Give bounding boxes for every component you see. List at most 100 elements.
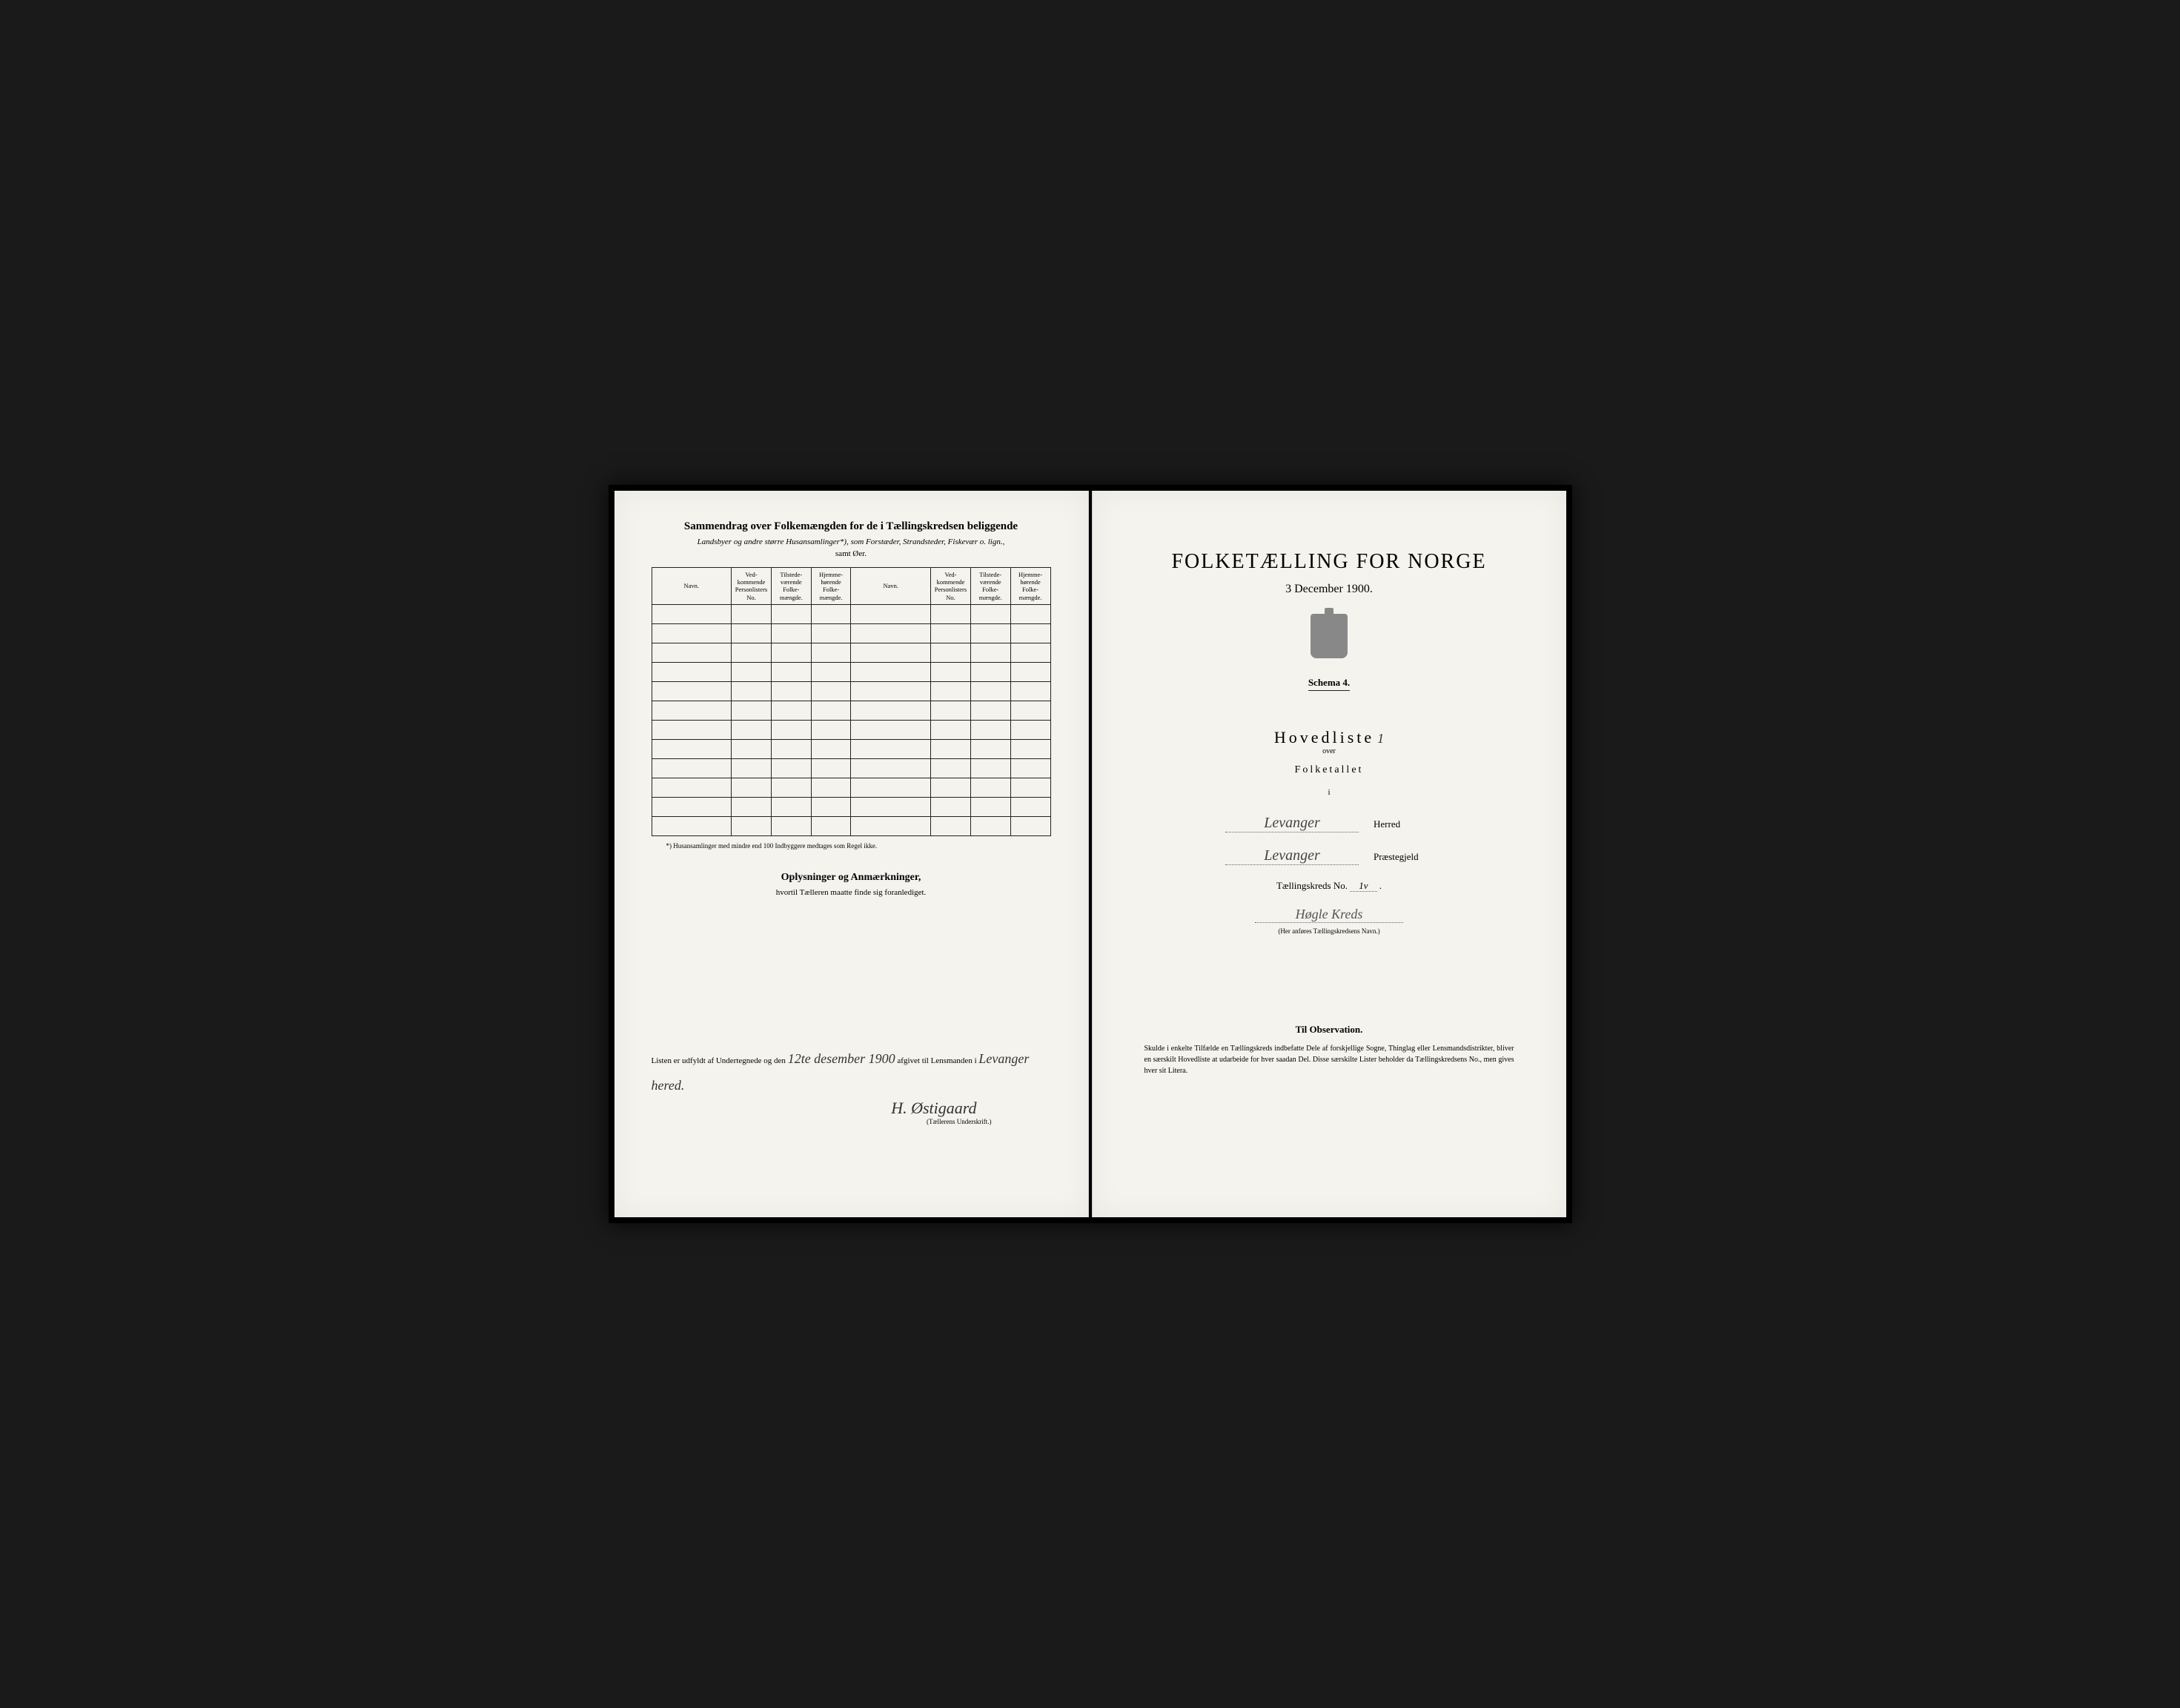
table-cell — [931, 758, 971, 778]
table-cell — [851, 643, 931, 662]
prestegjeld-label: Præstegjeld — [1374, 851, 1433, 863]
table-row — [652, 604, 1050, 623]
table-cell — [811, 681, 851, 701]
table-cell — [732, 604, 772, 623]
table-cell — [931, 778, 971, 797]
table-cell — [851, 720, 931, 739]
table-row — [652, 797, 1050, 816]
table-cell — [732, 623, 772, 643]
table-row — [652, 816, 1050, 835]
table-cell — [771, 623, 811, 643]
table-cell — [931, 623, 971, 643]
table-cell — [970, 662, 1010, 681]
left-title: Sammendrag over Folkemængden for de i Tæ… — [652, 520, 1051, 533]
sig-name: H. Østigaard — [891, 1099, 976, 1117]
table-cell — [811, 662, 851, 681]
table-cell — [771, 701, 811, 720]
prestegjeld-row: Levanger Præstegjeld — [1130, 847, 1529, 865]
col-hjemme-1: Hjemme-hørende Folke-mængde. — [811, 568, 851, 605]
col-personlister-1: Ved-kommende Personlisters No. — [732, 568, 772, 605]
table-cell — [1010, 681, 1050, 701]
table-cell — [970, 816, 1010, 835]
table-cell — [771, 681, 811, 701]
table-cell — [851, 662, 931, 681]
kreds-no: 1v — [1350, 880, 1376, 892]
herred-value: Levanger — [1225, 815, 1359, 833]
table-cell — [732, 778, 772, 797]
hovedliste: Hovedliste — [1274, 728, 1374, 747]
table-cell — [970, 701, 1010, 720]
table-cell — [851, 681, 931, 701]
date-line: 3 December 1900. — [1130, 583, 1529, 596]
left-subtitle: Landsbyer og andre større Husansamlinger… — [652, 537, 1051, 546]
footnote: *) Husansamlinger med mindre end 100 Ind… — [666, 842, 1051, 850]
sig-middle: afgivet til Lensmanden i — [897, 1056, 976, 1065]
folketallet: Folketallet — [1130, 764, 1529, 776]
table-row — [652, 623, 1050, 643]
kreds-label: Tællingskreds No. — [1276, 880, 1348, 891]
table-cell — [931, 720, 971, 739]
sig-prefix: Listen er udfyldt af Undertegnede og den — [652, 1056, 786, 1065]
table-cell — [732, 816, 772, 835]
table-cell — [851, 604, 931, 623]
col-tilstede-2: Tilstede-værende Folke-mængde. — [970, 568, 1010, 605]
prestegjeld-value: Levanger — [1225, 847, 1359, 865]
col-tilstede-1: Tilstede-værende Folke-mængde. — [771, 568, 811, 605]
table-cell — [652, 604, 732, 623]
table-cell — [771, 816, 811, 835]
i-label: i — [1130, 788, 1529, 797]
observation-text: Skulde i enkelte Tilfælde en Tællingskre… — [1130, 1043, 1529, 1076]
table-cell — [771, 739, 811, 758]
table-row — [652, 643, 1050, 662]
table-cell — [1010, 720, 1050, 739]
table-cell — [931, 604, 971, 623]
table-cell — [851, 623, 931, 643]
schema-label: Schema 4. — [1308, 677, 1350, 691]
kreds-row: Tællingskreds No. 1v . — [1130, 880, 1529, 892]
document-spread: Sammendrag over Folkemængden for de i Tæ… — [609, 485, 1572, 1223]
table-cell — [732, 797, 772, 816]
table-cell — [1010, 778, 1050, 797]
table-cell — [851, 797, 931, 816]
table-cell — [652, 662, 732, 681]
col-hjemme-2: Hjemme-hørende Folke-mængde. — [1010, 568, 1050, 605]
table-cell — [811, 623, 851, 643]
table-cell — [970, 623, 1010, 643]
table-row — [652, 778, 1050, 797]
table-cell — [652, 739, 732, 758]
table-cell — [771, 662, 811, 681]
table-cell — [1010, 797, 1050, 816]
table-cell — [771, 797, 811, 816]
sig-date: 12te desember 1900 — [788, 1051, 895, 1066]
table-cell — [811, 701, 851, 720]
table-row — [652, 758, 1050, 778]
table-cell — [931, 681, 971, 701]
table-cell — [931, 816, 971, 835]
table-cell — [732, 643, 772, 662]
table-cell — [732, 681, 772, 701]
table-cell — [811, 778, 851, 797]
coat-of-arms-icon — [1311, 614, 1348, 658]
left-subtitle2: samt Øer. — [652, 549, 1051, 558]
observation-title: Til Observation. — [1130, 1024, 1529, 1036]
summary-table: Navn. Ved-kommende Personlisters No. Til… — [652, 567, 1051, 836]
table-cell — [970, 778, 1010, 797]
table-cell — [771, 778, 811, 797]
table-cell — [732, 739, 772, 758]
col-personlister-2: Ved-kommende Personlisters No. — [931, 568, 971, 605]
table-cell — [652, 778, 732, 797]
table-row — [652, 720, 1050, 739]
herred-label: Herred — [1374, 818, 1433, 830]
table-cell — [1010, 739, 1050, 758]
right-page: FOLKETÆLLING FOR NORGE 3 December 1900. … — [1092, 491, 1566, 1217]
over-label: over — [1130, 747, 1529, 755]
table-cell — [1010, 701, 1050, 720]
table-cell — [1010, 643, 1050, 662]
table-cell — [931, 797, 971, 816]
table-cell — [1010, 758, 1050, 778]
table-cell — [970, 604, 1010, 623]
table-cell — [732, 701, 772, 720]
table-cell — [652, 720, 732, 739]
table-cell — [1010, 816, 1050, 835]
table-cell — [811, 643, 851, 662]
